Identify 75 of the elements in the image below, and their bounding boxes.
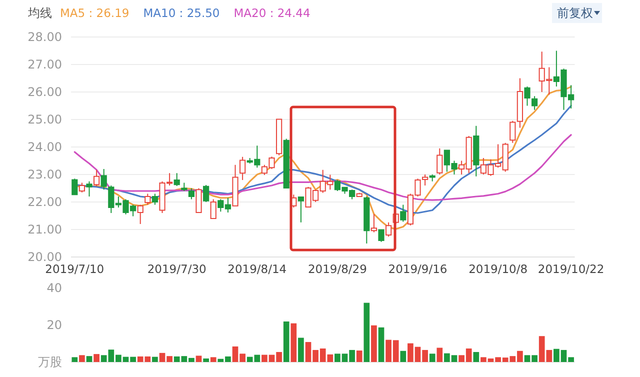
candlestick xyxy=(276,118,282,156)
bar xyxy=(196,356,202,362)
legend-title: 均线 xyxy=(27,6,52,20)
bar xyxy=(436,348,443,362)
bar xyxy=(203,358,209,362)
candlestick xyxy=(137,204,144,224)
bar xyxy=(356,350,362,362)
y-tick-label: 25.00 xyxy=(28,112,62,126)
y-tick-label: 21.00 xyxy=(28,222,62,236)
bar xyxy=(290,323,297,362)
x-tick-label: 2019/10/22 xyxy=(538,262,604,276)
candlestick xyxy=(196,188,202,214)
candlestick xyxy=(202,184,210,202)
candlestick xyxy=(370,214,378,233)
text: MA20 : 24.44 xyxy=(234,6,310,20)
candlestick xyxy=(516,78,524,128)
y-tick-label: 40 xyxy=(46,281,62,295)
candlestick xyxy=(144,193,151,206)
candlestick xyxy=(239,156,246,180)
candlestick xyxy=(378,229,384,242)
candlestick xyxy=(283,138,290,189)
y-tick-label: 万股 xyxy=(38,355,62,369)
y-tick-label: 23.00 xyxy=(28,168,62,182)
bar xyxy=(283,321,290,362)
bar xyxy=(378,327,384,362)
line-series xyxy=(74,134,572,201)
x-tick-label: 2019/7/30 xyxy=(147,262,206,276)
x-tick-label: 2019/7/10 xyxy=(45,262,104,276)
bar xyxy=(94,354,100,362)
candlestick xyxy=(188,188,195,200)
candlestick xyxy=(210,198,216,219)
y-tick-label: 20 xyxy=(46,318,62,332)
bar xyxy=(364,302,370,362)
candlestick xyxy=(364,196,370,244)
x-tick-label: 2019/9/16 xyxy=(388,262,448,276)
candlestick xyxy=(232,164,238,207)
x-tick-label: 2019/8/14 xyxy=(228,262,287,276)
candlestick xyxy=(429,174,436,182)
candlestick xyxy=(356,192,362,198)
bar xyxy=(210,357,216,362)
text: 前复权 xyxy=(557,6,593,20)
bar xyxy=(72,357,78,362)
y-tick-label: 26.00 xyxy=(28,85,62,99)
candlestick xyxy=(93,169,100,187)
text: MA5 : 26.19 xyxy=(60,6,130,20)
y-tick-label: 27.00 xyxy=(28,58,62,72)
y-tick-label: 22.00 xyxy=(28,195,62,209)
candlestick xyxy=(400,204,406,222)
candlestick xyxy=(72,178,78,196)
candlestick xyxy=(78,182,86,193)
candlestick xyxy=(473,125,480,177)
bar xyxy=(152,356,158,362)
y-tick-label: 24.00 xyxy=(28,140,62,154)
candlestick xyxy=(436,148,443,175)
bar xyxy=(429,354,436,362)
bar xyxy=(371,325,377,362)
candlestick xyxy=(86,180,92,197)
x-tick-label: 2019/10/8 xyxy=(468,262,528,276)
candlestick xyxy=(174,172,180,187)
text: MA10 : 25.50 xyxy=(143,6,220,20)
y-tick-label: 28.00 xyxy=(28,30,62,44)
candlestick xyxy=(298,196,304,223)
bar xyxy=(298,338,304,362)
candlestick xyxy=(524,86,530,106)
candlestick xyxy=(385,222,392,238)
bar xyxy=(86,356,92,362)
bar xyxy=(79,355,85,362)
bar xyxy=(473,352,480,362)
candlestick xyxy=(510,120,516,144)
bar xyxy=(400,350,406,362)
x-tick-label: 2019/8/29 xyxy=(308,262,367,276)
candlestick xyxy=(152,193,158,206)
candlestick xyxy=(181,182,188,192)
y-tick-label: 20.00 xyxy=(28,250,62,264)
candlestick xyxy=(531,96,538,110)
